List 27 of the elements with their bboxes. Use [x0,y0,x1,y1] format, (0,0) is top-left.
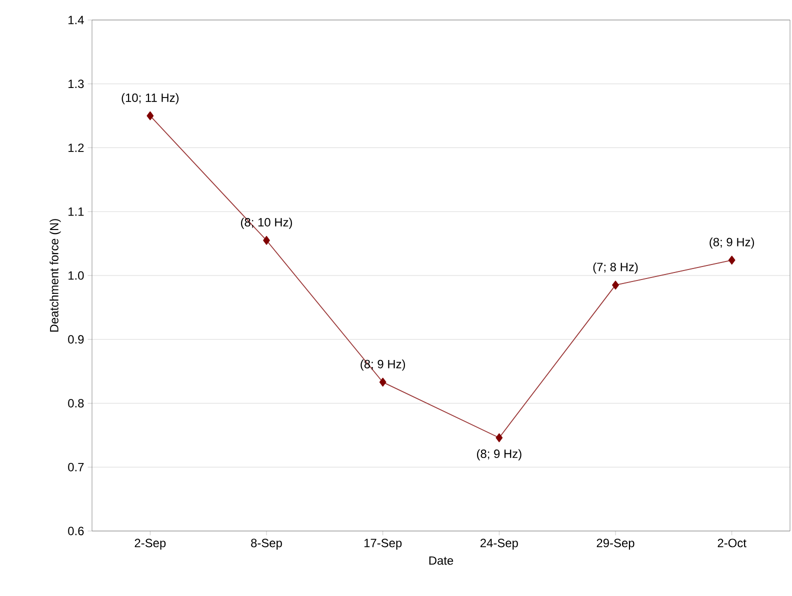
point [728,256,736,265]
point [612,280,619,290]
y-tick-label: 1.0 [68,271,84,280]
y-tick-label: 1.4 [68,16,84,24]
y-tick-label: 1.3 [68,80,84,88]
x-tick-label: 2-Sep [134,538,166,550]
x-tick-label: 2-Oct [718,538,746,548]
y-tick-label: 0.7 [68,462,84,472]
x-axis-title: Date [429,556,454,565]
x-tick-label: 24-Sep [480,538,518,550]
point [263,236,270,245]
annotation: (7; 8 Hz) [593,262,638,274]
y-axis-title: Deatchment force (N) [50,219,61,332]
point [146,111,154,120]
point [379,378,386,387]
x-tick-label: 17-Sep [364,538,402,550]
y-tick-label: 0.6 [68,526,84,536]
y-tick-label: 0.8 [68,399,84,408]
x-tick-label: 29-Sep [596,538,634,550]
annotation: (8; 9 Hz) [476,449,522,460]
annotation: (8; 9 Hz) [710,238,754,249]
y-tick-label: 1.2 [68,144,84,152]
point [496,433,503,442]
annotation: (10; 11 Hz) [122,93,179,104]
y-tick-label: 1.1 [68,208,84,216]
x-tick-label: 8-Sep [251,538,282,550]
y-tick-label: 0.9 [68,335,84,344]
